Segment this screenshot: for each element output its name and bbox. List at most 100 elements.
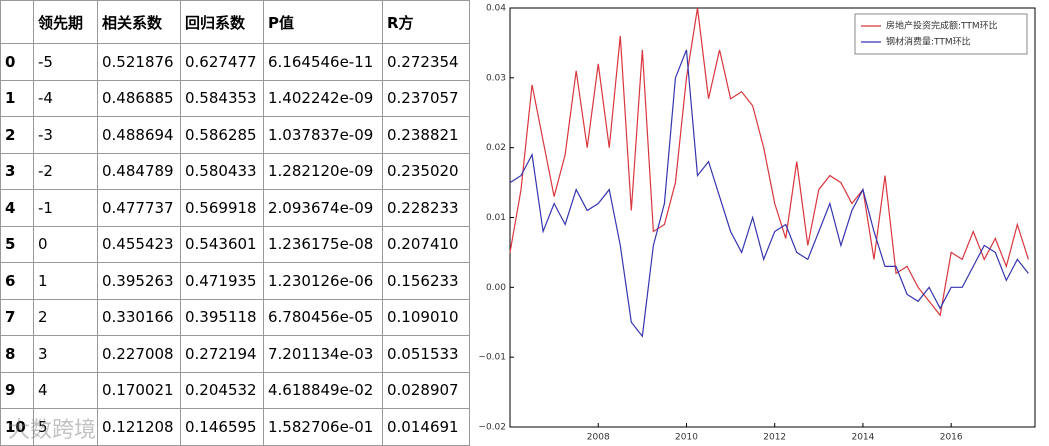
table-cell: 0.170021 [97,371,181,409]
table-cell: 0.484789 [97,152,181,190]
table-cell: -5 [33,43,98,81]
table-cell: 0.235020 [382,152,470,190]
table-cell: -2 [33,152,98,190]
table-cell: 0 [33,225,98,263]
x-tick-label: 2010 [675,433,698,443]
table-cell: 0.486885 [97,79,181,117]
table-cell: 0.227008 [97,335,181,373]
table-cell: 0.477737 [97,189,181,227]
table-cell: 1.582706e-01 [263,408,383,446]
table-cell: 0.521876 [97,43,181,81]
table-cell: 5 [33,408,98,446]
column-header: 相关系数 [97,0,181,44]
table-cell: 0.204532 [180,371,264,409]
table-row: 5 0 0.455423 0.543601 1.236175e-08 0.207410 [0,225,470,263]
table-cell: -3 [33,116,98,154]
table-row: 6 1 0.395263 0.471935 1.230126e-06 0.156233 [0,262,470,300]
table-cell: 0.028907 [382,371,470,409]
table-row: 8 3 0.227008 0.272194 7.201134e-03 0.051533 [0,335,470,373]
table-cell: 0.395263 [97,262,181,300]
watermark: 大数跨境 [8,418,97,443]
table-cell: 6.780456e-05 [263,298,383,336]
table-cell: 1.037837e-09 [263,116,383,154]
table-row: 10 5 0.121208 0.146595 1.582706e-01 0.014691 [0,408,470,446]
y-tick-label: 0.02 [486,143,506,153]
table-cell: 3 [33,335,98,373]
y-tick-label: 0.00 [486,283,506,293]
row-index: 4 [0,189,34,227]
header-row: 领先期 相关系数 回归系数 P值 R方 [0,0,470,44]
table-cell: 0.488694 [97,116,181,154]
table-cell: 0.569918 [180,189,264,227]
table-body: 0 -5 0.521876 0.627477 6.164546e-11 0.272354 1… [0,43,470,446]
data-table: 领先期 相关系数 回归系数 P值 R方 0 -5 0.521876 0.627477 6.164… [0,0,470,446]
series-line [509,49,1029,338]
y-tick-label: −0.01 [478,353,506,363]
table-cell: 0.051533 [382,335,470,373]
table-cell: 1.236175e-08 [263,225,383,263]
column-header: 回归系数 [180,0,264,44]
table-cell: 0.330166 [97,298,181,336]
row-index: 5 [0,225,34,263]
table-cell: 1.402242e-09 [263,79,383,117]
table-row: 0 -5 0.521876 0.627477 6.164546e-11 0.272354 [0,43,470,81]
row-index: 9 [0,371,34,409]
column-header: 领先期 [33,0,98,44]
row-index: 7 [0,298,34,336]
y-tick-label: −0.02 [478,423,506,433]
y-tick-label: 0.01 [486,213,506,223]
table-cell: 6.164546e-11 [263,43,383,81]
table-cell: 2.093674e-09 [263,189,383,227]
x-tick-label: 2012 [763,433,786,443]
row-index: 1 [0,79,34,117]
column-header: P值 [263,0,383,44]
table-cell: 1.282120e-09 [263,152,383,190]
x-tick-label: 2008 [587,433,610,443]
table-cell: 1 [33,262,98,300]
table-cell: 0.627477 [180,43,264,81]
table-row: 9 4 0.170021 0.204532 4.618849e-02 0.028907 [0,371,470,409]
chart: −0.02 −0.01 0.00 0.01 0.02 0.03 0.04 2008 2010 20… [478,4,1036,443]
index-header [0,0,34,44]
table-cell: 4 [33,371,98,409]
table-cell: 0.471935 [180,262,264,300]
table-cell: 0.228233 [382,189,470,227]
table-cell: 4.618849e-02 [263,371,383,409]
table-cell: 0.238821 [382,116,470,154]
table-row: 2 -3 0.488694 0.586285 1.037837e-09 0.238821 [0,116,470,154]
row-index: 2 [0,116,34,154]
table-cell: 0.395118 [180,298,264,336]
table-cell: 0.584353 [180,79,264,117]
table-cell: -1 [33,189,98,227]
table-cell: 0.121208 [97,408,181,446]
row-index: 0 [0,43,34,81]
table-cell: 0.237057 [382,79,470,117]
table-cell: 0.146595 [180,408,264,446]
table-cell: -4 [33,79,98,117]
y-tick-label: 0.03 [486,73,506,83]
row-index: 8 [0,335,34,373]
table-cell: 1.230126e-06 [263,262,383,300]
table-cell: 0.014691 [382,408,470,446]
row-index: 3 [0,152,34,190]
legend-label: 房地产投资完成额:TTM环比 [886,20,998,32]
table-cell: 0.455423 [97,225,181,263]
table-cell: 2 [33,298,98,336]
table-cell: 0.543601 [180,225,264,263]
table-row: 1 -4 0.486885 0.584353 1.402242e-09 0.237057 [0,79,470,117]
row-index: 10 [0,408,34,446]
column-header: R方 [382,0,470,44]
table-row: 7 2 0.330166 0.395118 6.780456e-05 0.109010 [0,298,470,336]
table-cell: 7.201134e-03 [263,335,383,373]
table-row: 4 -1 0.477737 0.569918 2.093674e-09 0.228233 [0,189,470,227]
table-cell: 0.580433 [180,152,264,190]
table-cell: 0.272194 [180,335,264,373]
table-cell: 0.109010 [382,298,470,336]
table-cell: 0.207410 [382,225,470,263]
table-cell: 0.586285 [180,116,264,154]
x-tick-label: 2014 [851,433,874,443]
legend-box [854,13,1028,55]
legend-label: 钢材消费量:TTM环比 [886,36,971,48]
table-cell: 0.272354 [382,43,470,81]
